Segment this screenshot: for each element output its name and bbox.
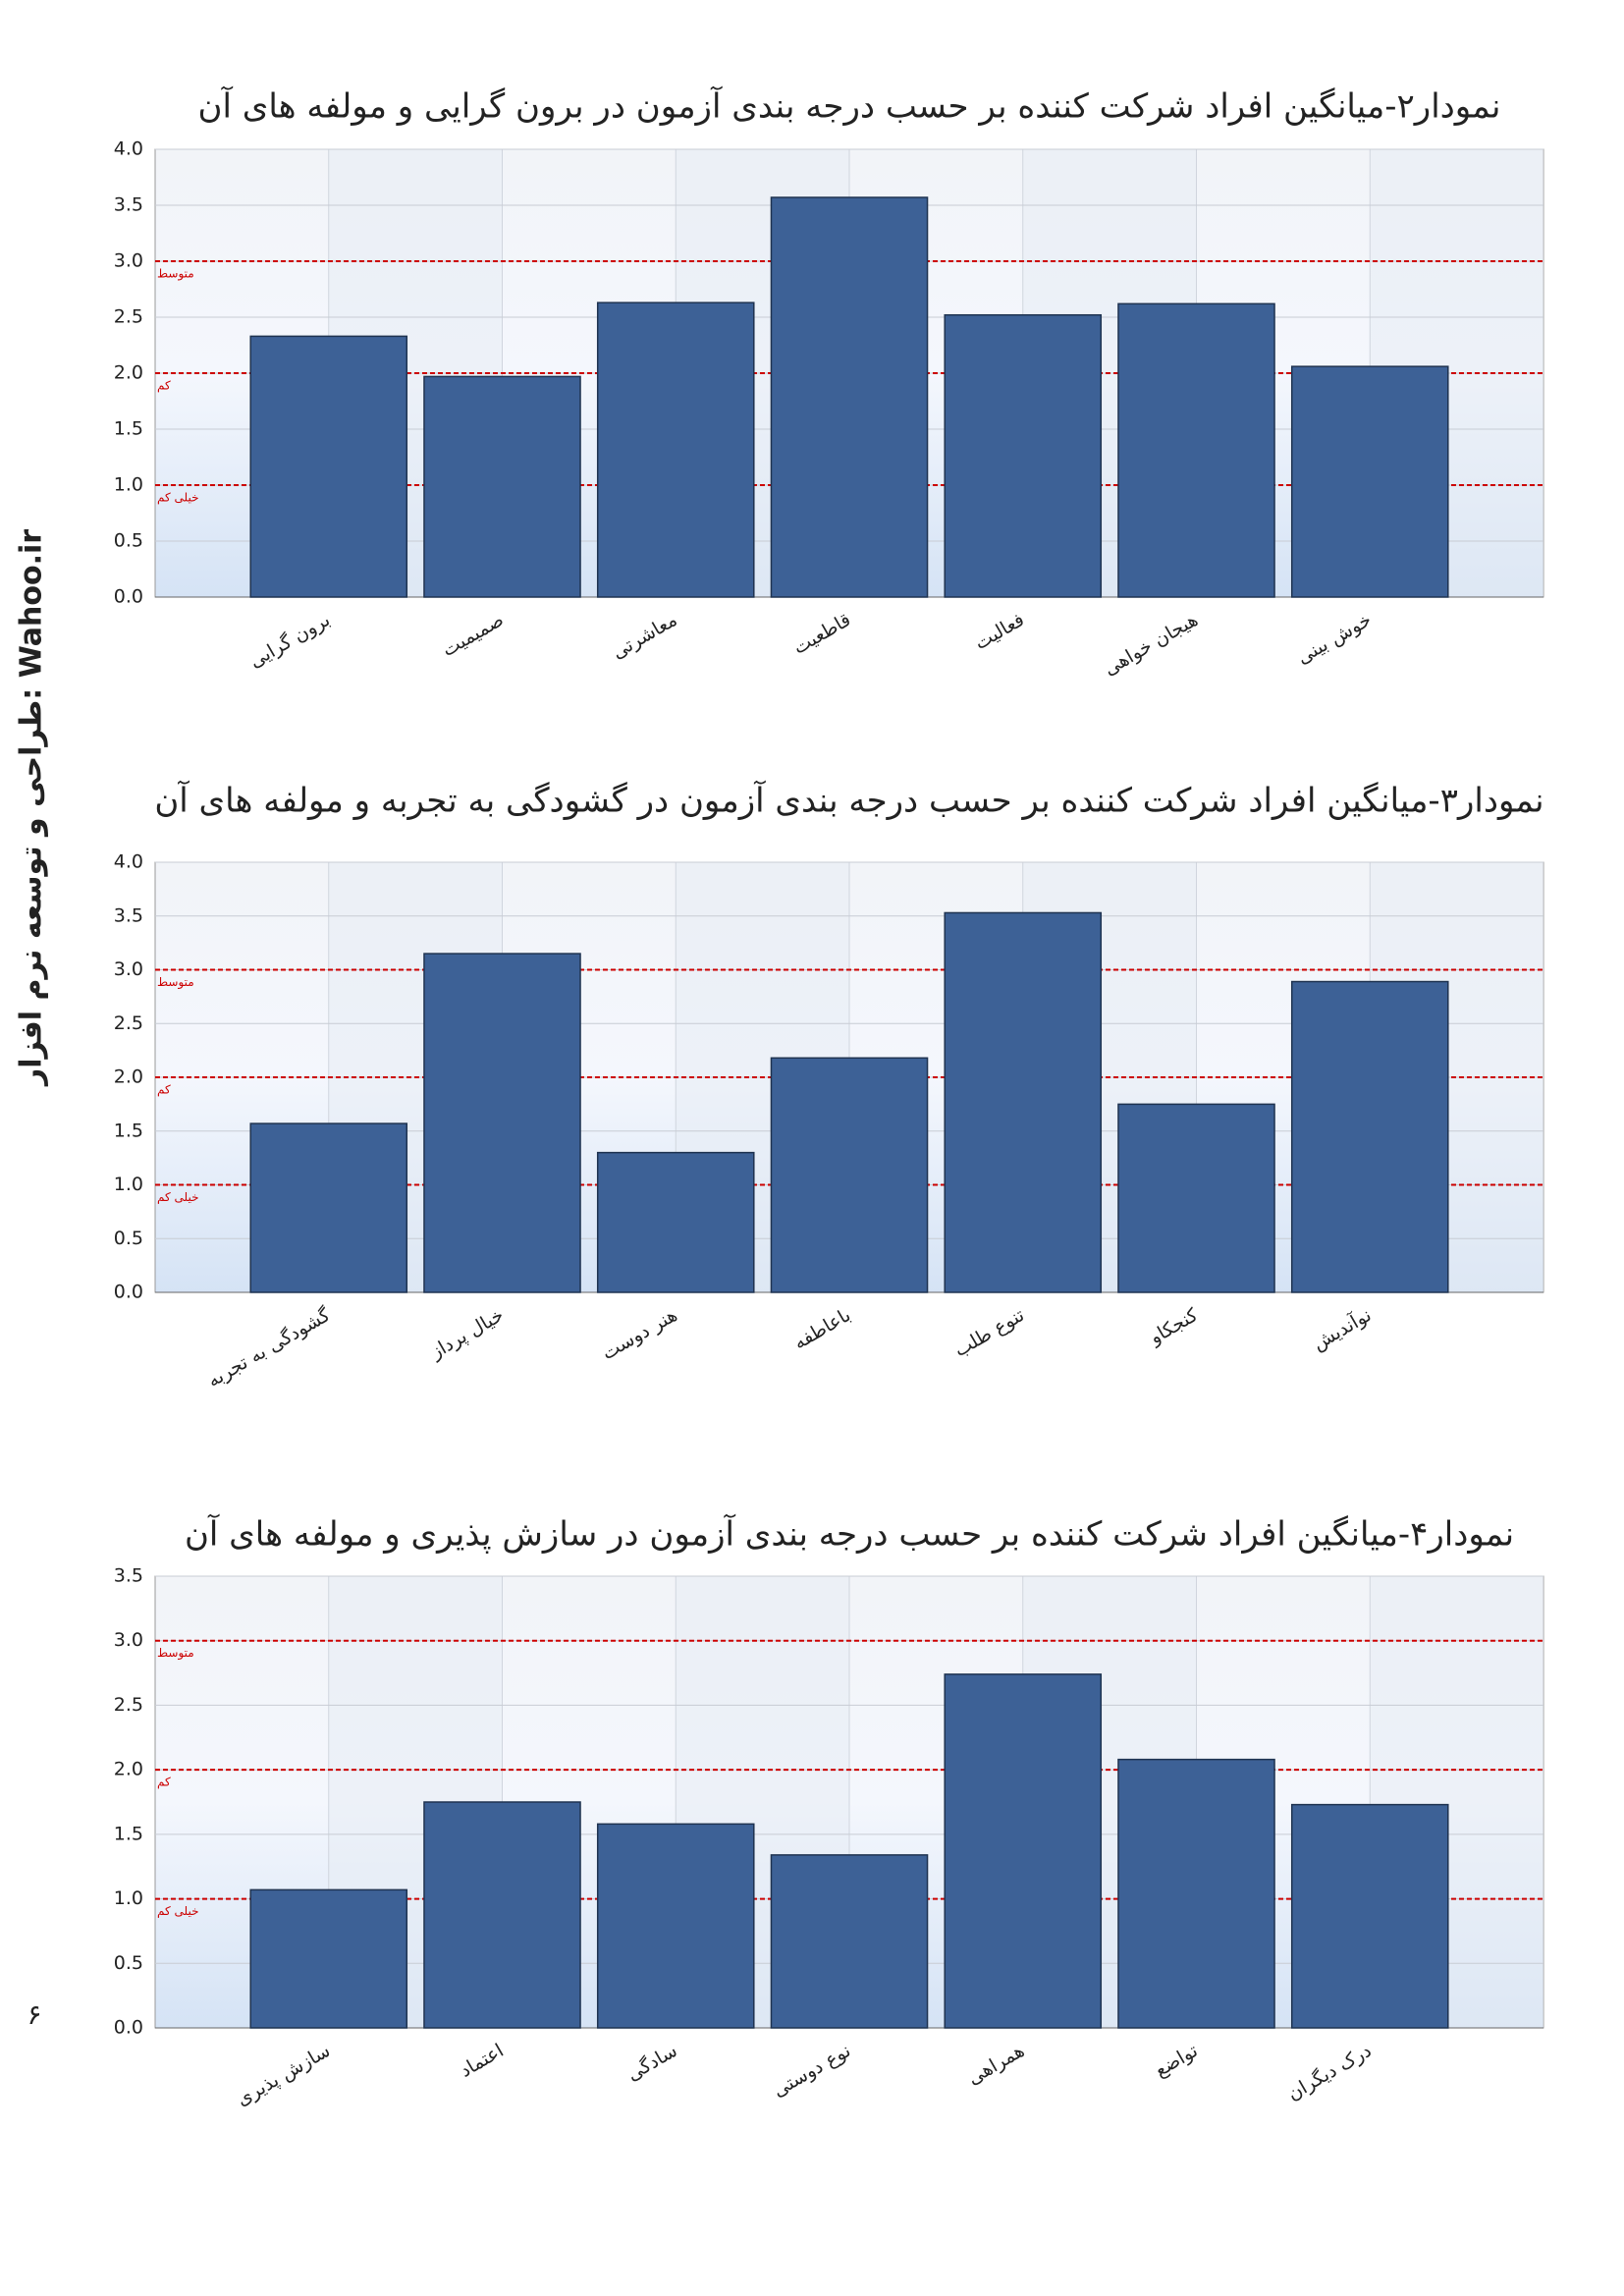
x-tick-label: تواضع <box>1151 2040 1201 2081</box>
bar <box>1117 1758 1275 2029</box>
chart-title: نمودار۲-میانگین افراد شرکت کننده بر حسب … <box>197 86 1500 127</box>
bar <box>423 375 581 598</box>
chart-title: نمودار۳-میانگین افراد شرکت کننده بر حسب … <box>154 781 1543 821</box>
reference-label: متوسط <box>157 267 194 282</box>
side-text: طراحی و توسعه نرم افزار: Wahoo.ir <box>15 529 49 1087</box>
bar <box>249 335 408 598</box>
y-tick-label: 2.5 <box>114 1694 143 1716</box>
y-tick-label: 1.5 <box>114 418 143 440</box>
y-tick-label: 2.5 <box>114 306 143 328</box>
y-tick-label: 4.0 <box>114 138 143 160</box>
x-tick-label: تنوع طلب <box>950 1304 1028 1361</box>
reference-label: کم <box>157 1776 171 1789</box>
x-tick-label: خیال پرداز <box>426 1304 508 1363</box>
y-tick-label: 2.0 <box>114 1066 143 1088</box>
x-tick-label: اعتماد <box>457 2040 508 2082</box>
y-tick-label: 3.5 <box>114 1565 143 1587</box>
y-tick-label: 0.0 <box>114 2017 143 2039</box>
x-tick-label: نوآندیش <box>1308 1302 1375 1354</box>
bar <box>423 953 581 1293</box>
bar <box>596 1151 755 1293</box>
x-tick-label: برون گرایی <box>245 608 334 672</box>
y-tick-label: 1.0 <box>114 1887 143 1909</box>
reference-label: کم <box>157 379 171 393</box>
bar <box>1117 1103 1275 1293</box>
x-tick-label: هنر دوست <box>598 1304 680 1364</box>
x-tick-label: سادگی <box>623 2039 680 2085</box>
y-tick-label: 1.0 <box>114 1174 143 1195</box>
bar <box>249 1122 408 1293</box>
x-tick-label: نوع دوستی <box>769 2040 854 2102</box>
bar <box>770 1057 929 1293</box>
bar <box>423 1801 581 2029</box>
x-tick-label: گشودگی به تجربه <box>203 1303 335 1393</box>
bar <box>596 301 755 598</box>
y-tick-label: 3.5 <box>114 194 143 216</box>
y-tick-label: 3.0 <box>114 250 143 272</box>
x-tick-label: باعاطفه <box>790 1304 855 1354</box>
bar <box>596 1823 755 2029</box>
y-tick-label: 2.0 <box>114 1759 143 1780</box>
y-tick-label: 1.0 <box>114 474 143 496</box>
y-tick-label: 0.5 <box>114 1952 143 1974</box>
x-tick-label: هیجان خواهی <box>1101 609 1202 680</box>
y-tick-label: 1.5 <box>114 1823 143 1844</box>
bar <box>770 196 929 598</box>
reference-label: خیلی کم <box>157 1190 199 1204</box>
y-tick-label: 4.0 <box>114 851 143 873</box>
bar <box>1290 980 1449 1293</box>
y-tick-label: 0.0 <box>114 586 143 608</box>
bar <box>1290 365 1449 598</box>
reference-label: متوسط <box>157 975 194 990</box>
bar <box>249 1888 408 2029</box>
bar <box>944 1673 1103 2029</box>
x-tick-label: کنجکاو <box>1145 1304 1202 1349</box>
reference-label: خیلی کم <box>157 1904 199 1918</box>
y-tick-label: 3.5 <box>114 904 143 926</box>
reference-label: کم <box>157 1083 171 1097</box>
y-tick-label: 0.0 <box>114 1282 143 1303</box>
x-tick-label: سازش پذیری <box>233 2040 334 2110</box>
x-tick-label: همراهی <box>964 2040 1028 2089</box>
y-tick-label: 1.5 <box>114 1120 143 1141</box>
y-tick-label: 3.0 <box>114 1629 143 1651</box>
y-tick-label: 2.5 <box>114 1012 143 1034</box>
x-tick-label: خوش بینی <box>1293 609 1375 669</box>
y-tick-label: 0.5 <box>114 1228 143 1249</box>
page-number: ۶ <box>27 1998 41 2031</box>
y-tick-label: 2.0 <box>114 362 143 384</box>
x-tick-label: معاشرتی <box>609 609 681 663</box>
x-tick-label: فعالیت <box>971 609 1028 654</box>
bar <box>1117 302 1275 598</box>
bar <box>944 911 1103 1293</box>
y-tick-label: 0.5 <box>114 530 143 552</box>
chart-title: نمودار۴-میانگین افراد شرکت کننده بر حسب … <box>185 1514 1514 1555</box>
x-tick-label: قاطعیت <box>789 609 854 659</box>
reference-label: خیلی کم <box>157 491 199 505</box>
bar <box>944 313 1103 598</box>
bar <box>1290 1803 1449 2029</box>
bar <box>770 1854 929 2029</box>
x-tick-label: درک دیگران <box>1283 2039 1375 2105</box>
y-tick-label: 3.0 <box>114 958 143 980</box>
reference-label: متوسط <box>157 1646 194 1661</box>
x-tick-label: صمیمیت <box>439 609 508 661</box>
